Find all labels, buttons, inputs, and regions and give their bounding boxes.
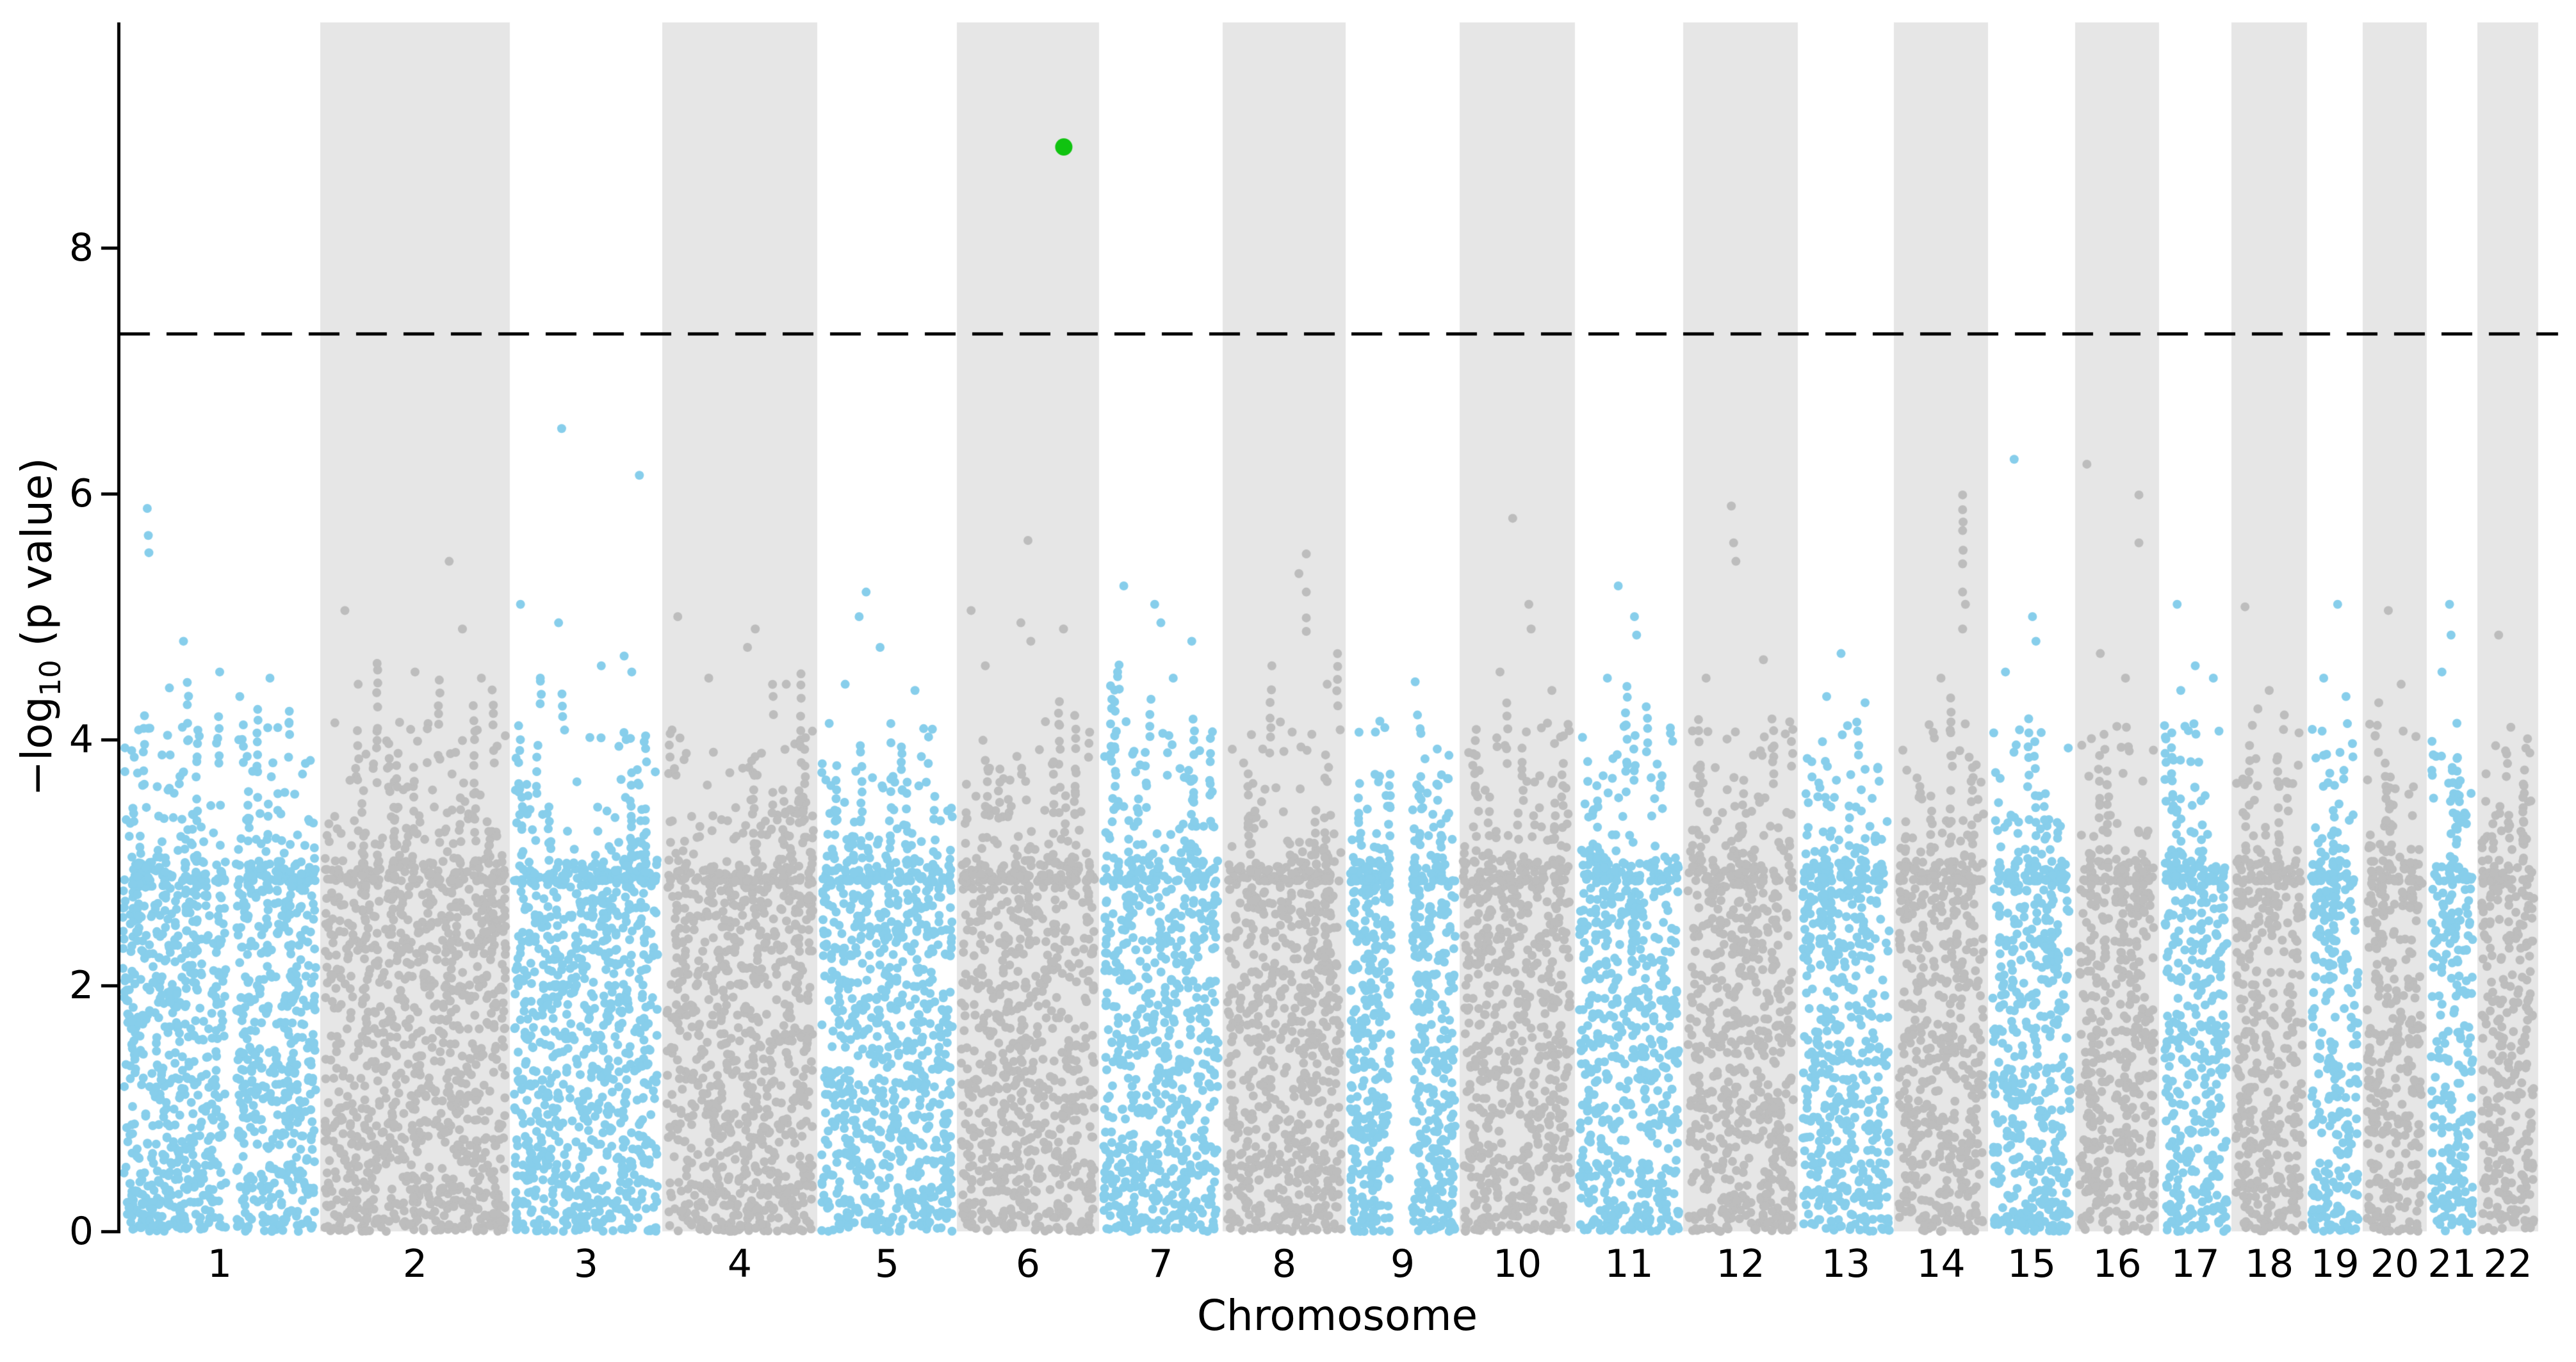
chromosome-label-12: 12 <box>1716 1242 1765 1286</box>
chromosome-label-14: 14 <box>1916 1242 1966 1286</box>
x-axis-title: Chromosome <box>1196 1291 1478 1340</box>
chromosome-label-2: 2 <box>402 1242 428 1286</box>
y-axis-title-suffix: (p value) <box>12 457 61 660</box>
chromosome-label-1: 1 <box>207 1242 232 1286</box>
chromosome-label-20: 20 <box>2370 1242 2420 1286</box>
chromosome-label-10: 10 <box>1492 1242 1542 1286</box>
y-axis-title: −log10 (p value) <box>12 458 67 797</box>
y-tick-label-6: 6 <box>69 471 94 516</box>
chromosome-label-17: 17 <box>2171 1242 2220 1286</box>
y-tick-label-0: 0 <box>69 1209 94 1254</box>
chromosome-label-16: 16 <box>2092 1242 2142 1286</box>
chromosome-label-9: 9 <box>1390 1242 1415 1286</box>
chromosome-label-19: 19 <box>2310 1242 2360 1286</box>
chromosome-label-8: 8 <box>1271 1242 1297 1286</box>
chromosome-label-7: 7 <box>1148 1242 1173 1286</box>
chromosome-label-5: 5 <box>874 1242 900 1286</box>
y-tick-label-8: 8 <box>69 225 94 270</box>
chromosome-label-15: 15 <box>2007 1242 2057 1286</box>
chromosome-label-11: 11 <box>1604 1242 1654 1286</box>
chromosome-label-13: 13 <box>1821 1242 1871 1286</box>
y-tick-label-2: 2 <box>69 963 94 1008</box>
y-axis-title-prefix: −log <box>12 696 61 797</box>
chromosome-label-6: 6 <box>1015 1242 1041 1286</box>
chromosome-label-18: 18 <box>2244 1242 2294 1286</box>
y-tick-label-4: 4 <box>69 717 94 762</box>
y-axis-title-subscript: 10 <box>33 660 68 697</box>
chromosome-label-4: 4 <box>727 1242 753 1286</box>
chromosome-label-3: 3 <box>573 1242 599 1286</box>
chromosome-label-21: 21 <box>2427 1242 2477 1286</box>
chromosome-label-22: 22 <box>2483 1242 2532 1286</box>
